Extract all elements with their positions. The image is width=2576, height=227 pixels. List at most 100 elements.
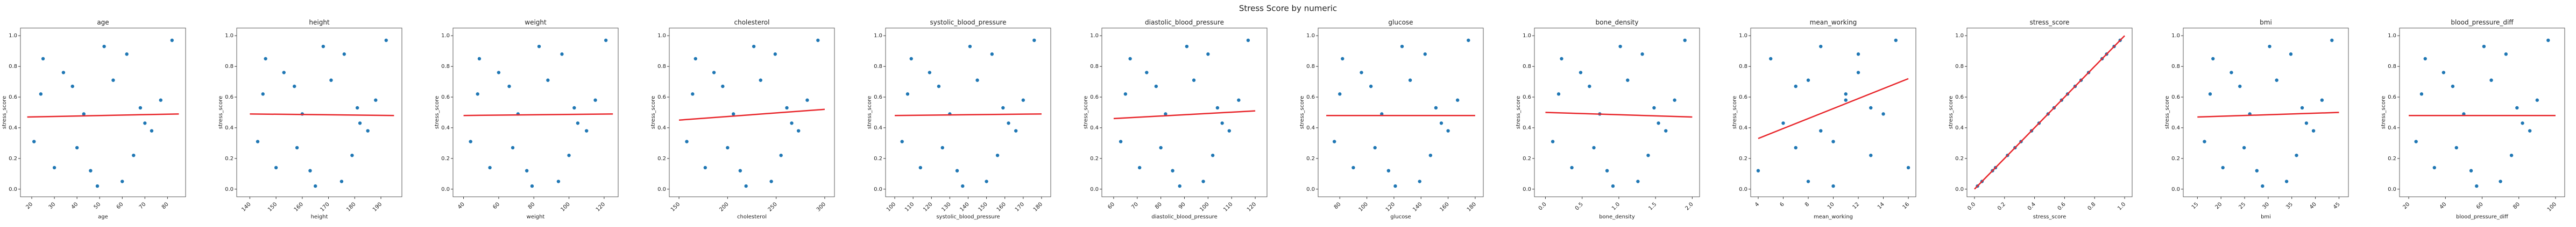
y-tick-label: 0.6 — [1306, 94, 1315, 100]
point — [2520, 121, 2525, 126]
y-tick-label: 0.6 — [657, 94, 666, 100]
x-tick-label: 30 — [2261, 201, 2270, 210]
point — [1806, 179, 1810, 184]
x-tick-label: 40 — [457, 201, 466, 210]
y-tick-label: 0.0 — [1306, 187, 1315, 192]
x-tick-label: 80 — [161, 201, 170, 210]
point — [928, 70, 932, 75]
point — [120, 179, 125, 184]
x-tick-label: 100 — [886, 201, 897, 212]
trend-line — [1545, 112, 1693, 118]
point — [690, 92, 695, 97]
point — [138, 106, 143, 110]
point — [1211, 153, 1215, 157]
point — [339, 179, 344, 184]
x-tick-label: 20 — [2402, 201, 2411, 210]
plot-frame — [452, 27, 619, 197]
panel-title: bone_density — [1596, 19, 1639, 26]
x-tick-label: 120 — [1385, 201, 1396, 212]
x-tick-label: 60 — [116, 201, 125, 210]
x-tick-label: 160 — [1439, 201, 1450, 212]
point — [2441, 70, 2446, 75]
point — [39, 92, 43, 97]
point — [955, 168, 959, 173]
x-tick-label: 60 — [1107, 201, 1116, 210]
y-tick-label: 0.8 — [2171, 64, 2180, 70]
point — [537, 44, 541, 49]
y-axis-label: stress_score — [1948, 96, 1954, 129]
y-tick-label: 0.0 — [2388, 187, 2396, 192]
point — [572, 106, 577, 110]
point — [1843, 92, 1848, 97]
y-tick-label: 1.0 — [2388, 33, 2396, 39]
point — [274, 166, 278, 170]
point — [1591, 146, 1596, 150]
point — [975, 78, 980, 82]
x-axis-label: bmi — [2261, 214, 2271, 220]
x-tick-label: 45 — [2332, 201, 2341, 210]
point — [2260, 184, 2265, 188]
x-tick-label: 180 — [1466, 201, 1477, 212]
x-tick-label: 180 — [345, 201, 357, 212]
trend-line — [678, 108, 825, 121]
x-tick-label: 8 — [1804, 201, 1810, 208]
y-tick-label: 0.4 — [874, 125, 882, 131]
point — [70, 84, 75, 88]
point — [2211, 57, 2216, 61]
point — [1818, 128, 1823, 133]
point — [1393, 184, 1398, 188]
y-tick-label: 0.4 — [225, 125, 233, 131]
point — [1455, 98, 1460, 102]
y-tick-label: 0.2 — [1739, 156, 1747, 162]
point — [1793, 146, 1798, 150]
x-tick-label: 14 — [1877, 201, 1886, 210]
y-tick-label: 0.8 — [657, 64, 666, 70]
y-tick-label: 0.6 — [225, 94, 233, 100]
point — [918, 166, 923, 170]
y-tick-label: 0.4 — [657, 125, 666, 131]
plot-frame — [236, 27, 402, 197]
x-tick-label: 20 — [2214, 201, 2224, 210]
point — [1359, 70, 1364, 75]
point — [355, 106, 359, 110]
point — [1551, 139, 1555, 144]
y-tick-label: 0.8 — [225, 64, 233, 70]
x-axis-label: glucose — [1390, 214, 1411, 220]
point — [313, 184, 317, 188]
y-axis-label: stress_score — [1299, 96, 1305, 129]
point — [2220, 166, 2225, 170]
point — [75, 146, 79, 150]
x-axis-label: systolic_blood_pressure — [936, 214, 1000, 220]
x-tick-label: 10 — [1827, 201, 1836, 210]
point — [131, 153, 136, 157]
y-tick-label: 0.6 — [441, 94, 450, 100]
point — [1177, 184, 1182, 188]
point — [1144, 70, 1149, 75]
point — [576, 121, 580, 126]
x-tick-label: 120 — [595, 201, 606, 212]
y-tick-label: 0.2 — [2388, 156, 2396, 162]
point — [1337, 92, 1342, 97]
point — [1439, 121, 1443, 126]
y-tick-label: 0.2 — [225, 156, 233, 162]
point — [984, 179, 989, 184]
point — [556, 179, 561, 184]
point — [2267, 44, 2272, 49]
point — [1369, 84, 1373, 88]
point — [1869, 153, 1873, 157]
y-tick-label: 0.6 — [1739, 94, 1747, 100]
point — [1206, 52, 1211, 57]
point — [281, 70, 286, 75]
point — [169, 38, 174, 43]
y-tick-label: 0.0 — [1090, 187, 1099, 192]
y-tick-label: 0.4 — [1523, 125, 1531, 131]
point — [525, 168, 529, 173]
y-tick-label: 1.0 — [441, 33, 450, 39]
x-axis-label: diastolic_blood_pressure — [1151, 214, 1217, 220]
y-tick-label: 0.4 — [2171, 125, 2180, 131]
panel-title: weight — [525, 19, 547, 26]
point — [1806, 78, 1810, 82]
x-tick-label: 200 — [718, 201, 730, 212]
y-tick-label: 0.2 — [2171, 156, 2180, 162]
